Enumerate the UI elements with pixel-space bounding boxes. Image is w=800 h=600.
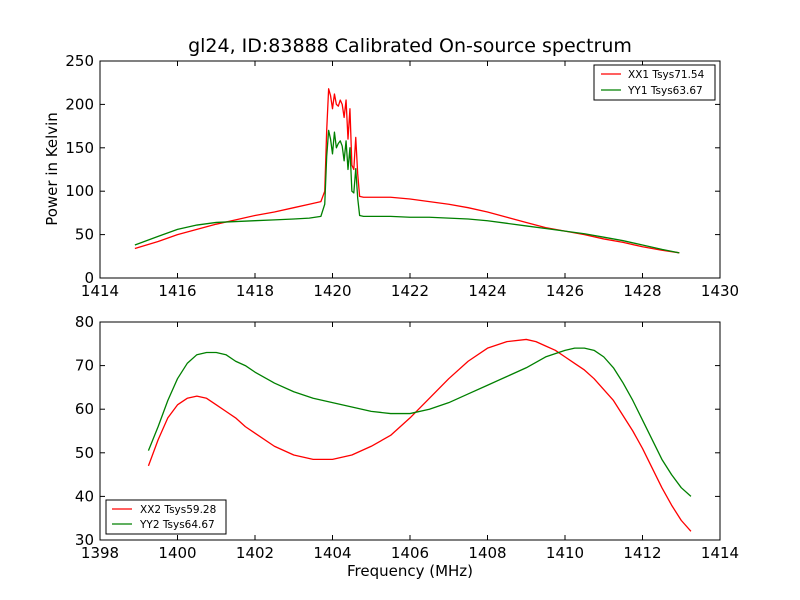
top-y-tick-label: 250 [65,52,94,70]
bottom-x-tick-label: 1406 [391,544,429,562]
bottom-y-tick-label: 40 [75,487,94,505]
top-x-tick-label: 1418 [236,282,274,300]
top-x-tick-label: 1422 [391,282,429,300]
bottom-series-line-green [147,347,692,497]
bottom-x-tick-label: 1410 [546,544,584,562]
bottom-y-tick-label: 80 [75,313,94,331]
bottom-x-tick-label: 1400 [158,544,196,562]
bottom-x-tick-label: 1402 [236,544,274,562]
top-y-tick-label: 200 [65,95,94,113]
bottom-x-tick-label: 1412 [623,544,661,562]
top-y-axis-label: Power in Kelvin [43,112,61,226]
top-x-tick-label: 1426 [546,282,584,300]
top-series-line-red [134,88,680,254]
bottom-x-tick-label: 1404 [313,544,351,562]
bottom-x-axis-label: Frequency (MHz) [347,562,473,580]
bottom-y-tick-label: 60 [75,400,94,418]
bottom-y-tick-label: 70 [75,357,94,375]
top-y-tick-label: 100 [65,182,94,200]
bottom-x-tick-label: 1414 [701,544,739,562]
bottom-legend-box [105,499,227,535]
bottom-y-tick-label: 50 [75,444,94,462]
bottom-series-line-red [147,338,692,532]
bottom-plot-area: 1398 1400 1402 1404 1406 1408 1410 1412 1414 30 40… [75,313,739,562]
bottom-x-tick-label: 1408 [468,544,506,562]
top-x-tick-label: 1416 [158,282,196,300]
top-legend: XX1 Tsys71.54 YY1 Tsys63.67 [593,64,716,101]
top-y-tick-label: 0 [84,269,94,287]
top-y-tick-label: 150 [65,139,94,157]
top-series-line-green [134,129,680,254]
top-y-tick-label: 50 [75,226,94,244]
top-x-tick-label: 1414 [81,282,119,300]
top-legend-label-yy1: YY1 Tsys63.67 [627,85,703,97]
top-legend-label-xx1: XX1 Tsys71.54 [628,69,705,81]
chart-title: gl24, ID:83888 Calibrated On-source spec… [188,35,632,57]
bottom-legend-label-xx2: XX2 Tsys59.28 [140,504,216,516]
top-plot-area: 1414 1416 1418 1420 1422 1424 1426 1428 1430 0 50 1… [65,52,739,300]
bottom-legend: XX2 Tsys59.28 YY2 Tsys64.67 [105,499,227,535]
bottom-legend-label-yy2: YY2 Tsys64.67 [139,519,215,531]
top-x-tick-label: 1420 [313,282,351,300]
top-x-tick-label: 1430 [701,282,739,300]
bottom-panel: 1398 1400 1402 1404 1406 1408 1410 1412 1414 30 40… [75,313,739,580]
top-x-tick-label: 1428 [623,282,661,300]
top-x-tick-label: 1424 [468,282,506,300]
top-panel: 1414 1416 1418 1420 1422 1424 1426 1428 1430 0 50 1… [43,52,739,300]
bottom-y-tick-label: 30 [75,531,94,549]
top-legend-box [593,64,716,101]
bottom-x-tick-label: 1398 [81,544,119,562]
